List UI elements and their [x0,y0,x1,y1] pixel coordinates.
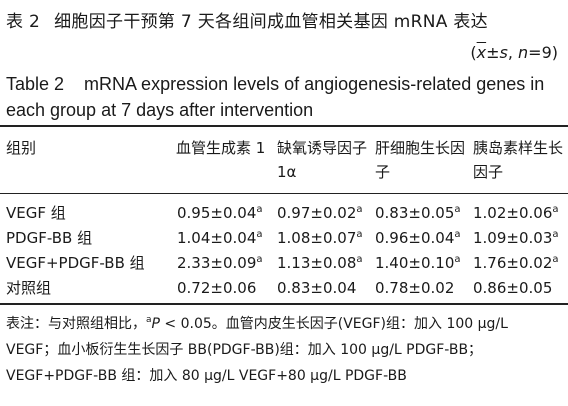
row-group-label: PDGF-BB 组 [6,229,93,247]
header-igf: 胰岛素样生长因子 [473,139,564,181]
stats-mean-symbol: x [476,43,487,62]
stats-n-symbol: n [518,43,529,62]
header-hif-1a: 缺氧诱导因子 1α [277,139,368,181]
cell-value: 1.40±0.10a [375,254,461,272]
table-footnote: 表注：与对照组相比，aP < 0.05。血管内皮生长因子(VEGF)组：加入 1… [6,311,562,389]
statistics-note: (x±s, n=9) [470,43,558,63]
cell-value: 0.96±0.04a [375,229,461,247]
table-number-en: Table 2 [6,74,65,94]
table-row: VEGF 组 0.95±0.04a 0.97±0.02a 0.83±0.05a … [0,202,568,224]
table-row: PDGF-BB 组 1.04±0.04a 1.08±0.07a 0.96±0.0… [0,227,568,249]
header-angiopoietin-1: 血管生成素 1 [176,139,266,157]
cell-value: 0.86±0.05 [473,279,553,297]
table-title-cn: 表 2 细胞因子干预第 7 天各组间成血管相关基因 mRNA 表达 [6,12,488,32]
row-group-label: VEGF 组 [6,204,66,222]
table-title-cn-text: 细胞因子干预第 7 天各组间成血管相关基因 mRNA 表达 [54,12,488,32]
table-top-rule [0,125,568,127]
cell-value: 1.76±0.02a [473,254,559,272]
stats-plus-minus: ± [486,43,500,62]
row-group-label: VEGF+PDGF-BB 组 [6,254,145,272]
cell-value: 2.33±0.09a [177,254,263,272]
table-number-cn: 表 2 [6,12,41,32]
cell-value: 1.08±0.07a [277,229,363,247]
footnote-line-1: 表注：与对照组相比，aP < 0.05。血管内皮生长因子(VEGF)组：加入 1… [6,315,508,333]
cell-value: 0.83±0.05a [375,204,461,222]
header-hgf: 肝细胞生长因子 [375,139,466,181]
table-row: VEGF+PDGF-BB 组 2.33±0.09a 1.13±0.08a 1.4… [0,252,568,274]
cell-value: 1.04±0.04a [177,229,263,247]
table-bottom-rule [0,303,568,305]
cell-value: 1.02±0.06a [473,204,559,222]
table-title-en-text: mRNA expression levels of angiogenesis-r… [6,74,545,120]
table-row: 对照组 0.72±0.06 0.83±0.04 0.78±0.02 0.86±0… [0,277,568,299]
cell-value: 0.95±0.04a [177,204,263,222]
cell-value: 0.78±0.02 [375,279,455,297]
footnote-line-3: VEGF+PDGF-BB 组：加入 80 μg/L VEGF+80 μg/L P… [6,368,407,384]
stats-comma: , [507,43,519,62]
table-title-en: Table 2 mRNA expression levels of angioge… [6,71,562,123]
cell-value: 0.83±0.04 [277,279,357,297]
stats-n-value: =9) [528,43,558,62]
footnote-line-2: VEGF；血小板衍生生长因子 BB(PDGF-BB)组：加入 100 μg/L … [6,342,483,358]
cell-value: 0.72±0.06 [177,279,257,297]
cell-value: 1.09±0.03a [473,229,559,247]
cell-value: 1.13±0.08a [277,254,363,272]
stats-sd-symbol: s [499,43,508,62]
row-group-label: 对照组 [6,279,52,297]
stats-open-paren: ( [470,43,477,62]
header-group: 组别 [6,139,37,157]
cell-value: 0.97±0.02a [277,204,363,222]
table-header-rule [0,193,568,194]
